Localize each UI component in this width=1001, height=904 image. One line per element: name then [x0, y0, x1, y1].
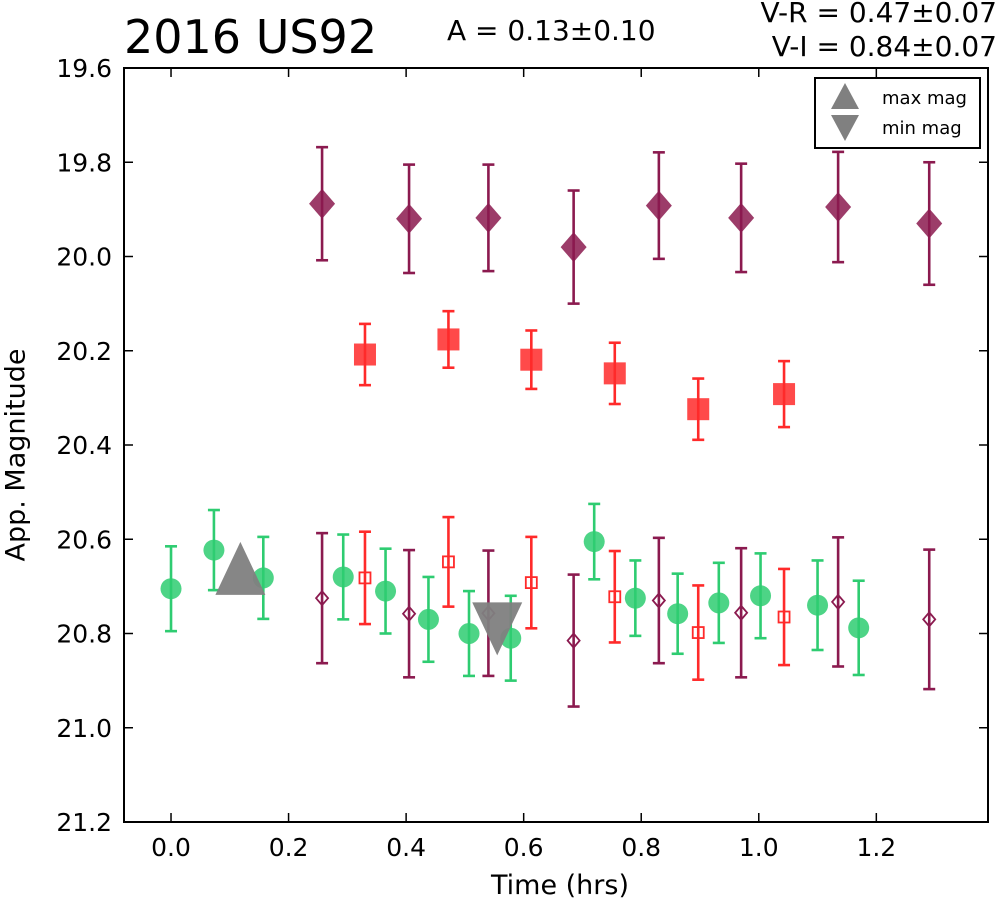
data-point-diamond: [309, 188, 336, 219]
data-point-open-square: [691, 626, 705, 639]
data-point-diamond: [645, 190, 672, 221]
x-tick-label: 1.0: [739, 833, 779, 862]
data-point-open-square: [524, 576, 538, 590]
data-point-circle: [807, 594, 829, 616]
min-mag-triangle: [472, 602, 523, 656]
data-point-circle: [848, 617, 870, 639]
data-point-open-square: [608, 590, 622, 604]
data-point-square: [520, 348, 543, 371]
x-tick-label: 0.2: [269, 833, 309, 862]
data-point-diamond: [825, 192, 852, 223]
data-point-circle: [375, 580, 397, 602]
y-tick-label: 20.4: [56, 431, 112, 460]
data-point-open-diamond: [566, 632, 581, 649]
data-point-open-square: [442, 555, 455, 569]
data-layer: [160, 145, 943, 708]
data-point-open-diamond: [401, 605, 417, 623]
data-point-open-diamond: [733, 604, 749, 622]
max-mag-triangle: [215, 541, 266, 595]
data-point-circle: [203, 539, 225, 561]
data-point-circle: [458, 623, 480, 644]
legend: max mag min mag: [814, 77, 981, 149]
data-point-open-diamond: [314, 589, 330, 607]
data-point-circle: [417, 608, 439, 630]
data-point-circle: [708, 592, 730, 614]
legend-label: min mag: [882, 118, 962, 139]
data-point-square: [437, 328, 460, 351]
x-axis-label: Time (hrs): [490, 870, 630, 901]
data-point-circle: [583, 531, 605, 553]
y-tick-label: 20.8: [56, 620, 112, 649]
legend-label: max mag: [882, 88, 967, 109]
amplitude-annotation: A = 0.13±0.10: [447, 14, 656, 47]
y-tick-label: 20.6: [56, 525, 112, 554]
v-r-color-annotation: V-R = 0.47±0.07: [760, 0, 997, 29]
x-tick-label: 0.8: [621, 833, 661, 862]
data-point-square: [353, 343, 376, 366]
data-point-circle: [624, 587, 646, 609]
x-tick-label: 0.4: [386, 833, 426, 862]
x-tick-label: 0.0: [151, 833, 191, 862]
data-point-circle: [750, 585, 772, 607]
data-point-circle: [332, 566, 354, 588]
max-mag-legend-icon: [831, 83, 859, 109]
y-tick-label: 21.2: [56, 808, 112, 837]
data-point-circle: [667, 603, 689, 625]
y-tick-label: 21.0: [56, 714, 112, 743]
data-point-open-diamond: [651, 592, 667, 609]
v-i-color-annotation: V-I = 0.84±0.07: [771, 30, 997, 63]
y-tick-label: 20.2: [56, 337, 112, 366]
data-point-diamond: [728, 202, 755, 233]
data-point-open-diamond: [922, 610, 937, 628]
min-mag-legend-icon: [831, 115, 859, 141]
plot-frame: [123, 67, 989, 823]
data-point-diamond: [560, 232, 587, 263]
data-point-square: [687, 398, 710, 421]
y-tick-label: 19.6: [56, 54, 112, 83]
data-point-open-square: [358, 571, 372, 585]
data-point-diamond: [475, 202, 502, 233]
y-tick-label: 20.0: [56, 243, 112, 272]
data-point-diamond: [396, 203, 423, 234]
data-point-circle: [160, 578, 182, 600]
chart-title: 2016 US92: [124, 10, 378, 64]
data-point-square: [773, 383, 796, 406]
data-point-diamond: [916, 208, 943, 239]
x-tick-label: 1.2: [856, 833, 896, 862]
y-tick-label: 19.8: [56, 148, 112, 177]
x-tick-label: 0.6: [504, 833, 544, 862]
data-point-open-square: [777, 610, 791, 624]
data-point-square: [603, 362, 626, 385]
data-point-open-diamond: [830, 593, 846, 611]
